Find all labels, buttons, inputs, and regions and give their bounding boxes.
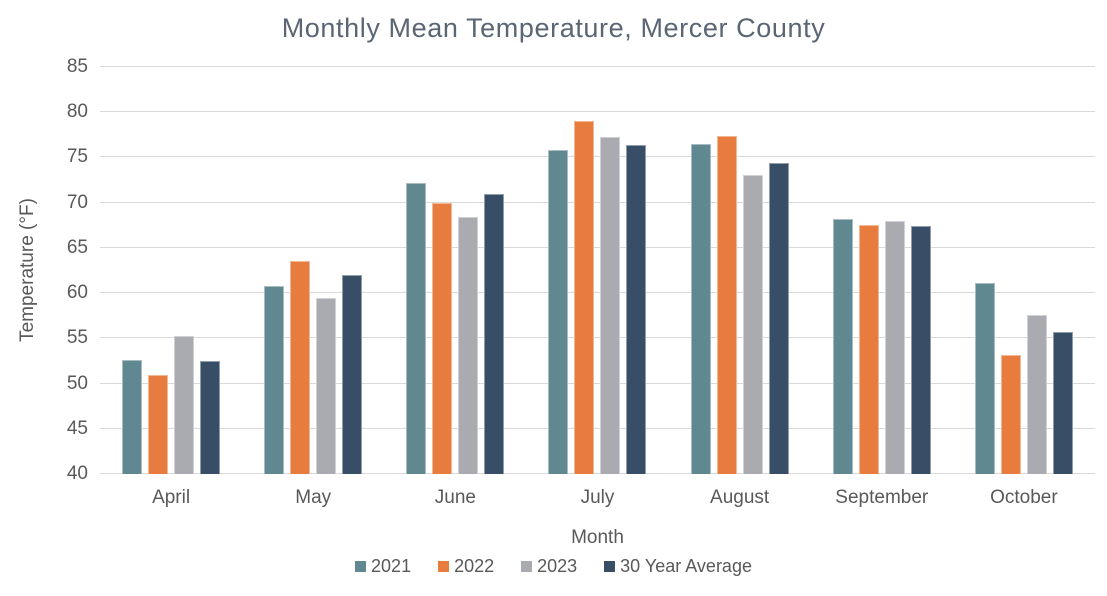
y-tick-label: 70 [66, 191, 88, 213]
x-tick-label: September [835, 487, 929, 508]
y-tick-label: 50 [66, 372, 88, 394]
gridline [100, 66, 1095, 67]
bar [458, 217, 479, 474]
bar [200, 360, 221, 474]
y-tick-label: 85 [66, 56, 88, 77]
legend-swatch [604, 561, 616, 572]
x-axis-tick-labels: April May June July August September October [100, 487, 1095, 511]
bar-group [811, 67, 953, 474]
bar [626, 144, 647, 474]
legend-swatch [438, 561, 450, 572]
legend-label: 2023 [537, 556, 578, 576]
bar [768, 162, 789, 474]
bar-group [669, 67, 811, 474]
bar [690, 143, 711, 474]
bar [974, 283, 995, 474]
bar [148, 374, 169, 474]
gridline [100, 473, 1095, 474]
bar [264, 285, 285, 474]
gridline [100, 427, 1095, 429]
bar [484, 193, 505, 474]
bar [174, 335, 195, 474]
legend-label: 30 Year Average [620, 556, 752, 576]
bar [1026, 314, 1047, 474]
bar [432, 202, 453, 474]
gridline [100, 156, 1095, 158]
bar [858, 225, 879, 474]
y-tick-label: 65 [66, 236, 88, 258]
bar [1000, 354, 1021, 474]
plot-area: 40 45 50 55 60 65 70 75 80 85 [67, 57, 1095, 483]
y-tick-label: 45 [66, 417, 88, 439]
y-axis-title: Temperature (°F) [17, 198, 38, 342]
gridline [100, 337, 1095, 339]
gridline [100, 292, 1095, 294]
bar [406, 182, 427, 474]
legend: 2021 2022 2023 30 Year Average [0, 556, 1107, 577]
y-tick-label: 55 [66, 327, 88, 349]
bar-group [242, 67, 384, 474]
bar [910, 226, 931, 474]
bar-group [526, 67, 668, 474]
legend-swatch [521, 561, 533, 572]
bar [742, 174, 763, 474]
bar [548, 150, 569, 474]
bar [716, 135, 737, 474]
gridline [100, 382, 1095, 384]
y-tick-label: 60 [66, 282, 88, 304]
gridline [100, 246, 1095, 248]
legend-item: 2023 [521, 556, 577, 577]
bar [122, 360, 143, 474]
bar [884, 220, 905, 474]
legend-item: 2022 [438, 556, 494, 577]
bar [316, 297, 337, 474]
bar-group [953, 67, 1095, 474]
gridline [100, 201, 1095, 203]
bar [1052, 332, 1073, 474]
bar-group [384, 67, 526, 474]
bar [600, 136, 621, 474]
y-tick-label: 75 [66, 146, 88, 168]
x-tick-label: October [990, 487, 1058, 508]
bar [574, 121, 595, 474]
bar [290, 261, 311, 474]
x-tick-label: July [580, 487, 615, 508]
y-tick-label: 80 [66, 101, 88, 123]
legend-label: 2022 [454, 556, 495, 576]
legend-item: 2021 [355, 556, 411, 577]
bar [342, 275, 363, 474]
bar [832, 218, 853, 474]
chart-title: Monthly Mean Temperature, Mercer County [281, 13, 826, 43]
legend-swatch [355, 561, 367, 572]
bar-group [100, 67, 242, 474]
x-tick-label: June [434, 487, 476, 508]
x-tick-label: April [152, 487, 191, 508]
x-tick-label: August [710, 487, 770, 508]
legend-label: 2021 [371, 556, 412, 576]
legend-item: 30 Year Average [604, 556, 752, 577]
x-tick-label: May [295, 487, 332, 508]
y-tick-label: 40 [66, 463, 88, 484]
gridline [100, 111, 1095, 113]
x-axis-title: Month [571, 527, 624, 548]
